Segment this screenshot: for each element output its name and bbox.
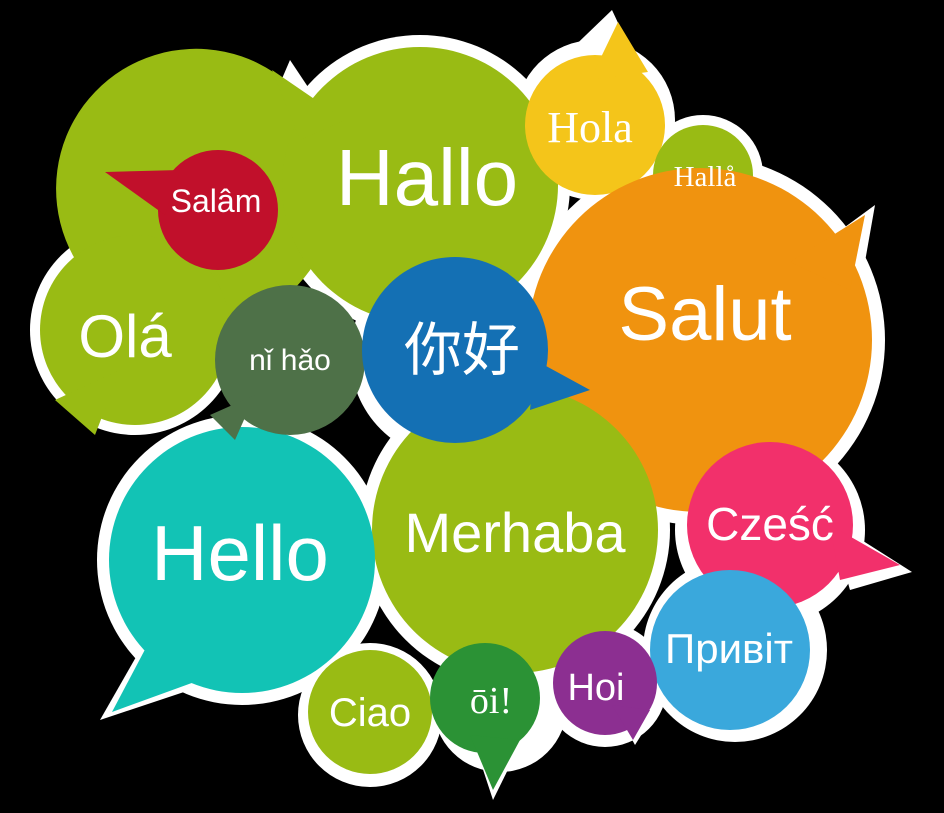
word-oi: ōi! (470, 680, 512, 722)
bubble-salut (528, 168, 872, 512)
word-merhaba: Merhaba (404, 501, 626, 564)
bubble-hello (109, 427, 375, 712)
word-ciao: Ciao (329, 691, 411, 735)
bubble-ciao (308, 650, 432, 774)
bubble-salam (105, 150, 278, 270)
bubble-nihao-cn (362, 257, 590, 443)
word-hoi: Hoi (567, 667, 624, 709)
bubble-hoi (553, 631, 657, 740)
word-ola: Olá (78, 303, 172, 370)
word-halla: Hallå (674, 161, 737, 193)
bubble-hola (525, 22, 665, 195)
bubble-ola (40, 235, 230, 435)
word-pryvit: Привіт (665, 625, 793, 672)
word-hello: Hello (151, 509, 329, 597)
word-salut: Salut (618, 272, 791, 357)
bubble-czesc (687, 442, 900, 608)
word-hola: Hola (547, 103, 633, 152)
word-nihao-cn: 你好 (404, 318, 520, 383)
bubble-merhaba (372, 387, 658, 673)
bubble-nihao (210, 285, 365, 440)
bubble-pryvit (650, 570, 810, 730)
word-czesc: Cześć (706, 498, 834, 550)
word-hallo: Hallo (336, 133, 518, 222)
word-nihao: nǐ hǎo (249, 344, 331, 377)
word-salam: Salâm (171, 183, 262, 219)
bubble-oi (430, 643, 540, 790)
